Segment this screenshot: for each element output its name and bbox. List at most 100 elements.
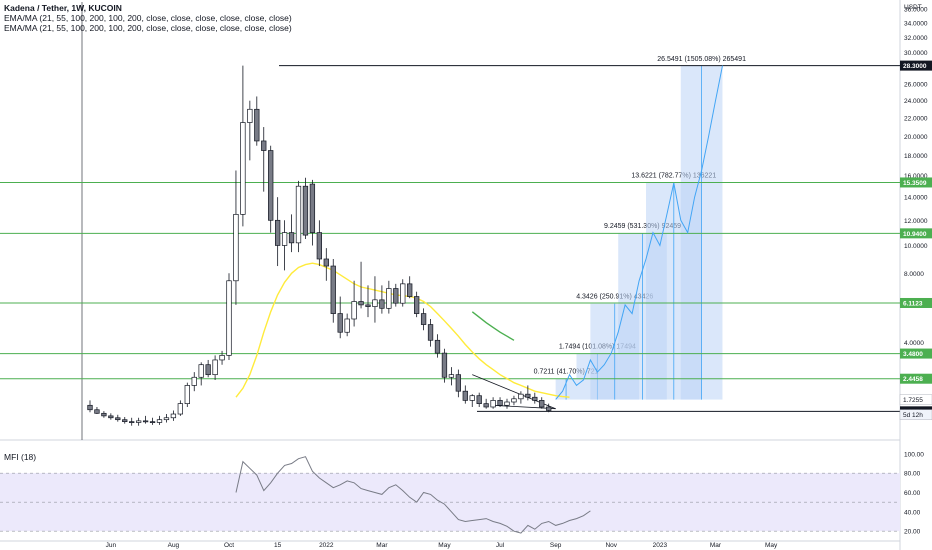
candle-body: [455, 374, 461, 392]
price-tick-label: 24.0000: [904, 98, 928, 105]
candle-body: [539, 400, 545, 408]
projection-label: 4.3426 (250.91%) 43426: [576, 294, 653, 301]
candle-body: [497, 400, 503, 406]
price-level-tag: [900, 373, 932, 384]
mfi-line: [235, 456, 591, 534]
candle-body: [115, 417, 121, 421]
time-axis-label: Aug: [168, 542, 180, 549]
price-tick-label: 26.0000: [904, 82, 928, 89]
candle-body: [462, 390, 468, 401]
candle-body: [288, 232, 295, 244]
price-level-value: 6.1123: [903, 300, 923, 307]
candle-body: [351, 301, 357, 320]
mfi-tick-label: 20.00: [904, 529, 921, 536]
candle-body: [386, 288, 392, 309]
candle-body: [156, 419, 163, 423]
price-level-tag: [900, 297, 932, 308]
candle-body: [393, 288, 399, 304]
indicator-ema-2[interactable]: EMA/MA (21, 55, 100, 200, 100, 200, clos…: [4, 23, 292, 33]
price-level-tag: [900, 60, 932, 71]
projection-label: 9.2459 (531.30%) 92459: [604, 223, 681, 230]
candle-body: [420, 313, 427, 325]
chart-title: Kadena / Tether, 1W, KUCOIN: [4, 3, 122, 13]
time-axis-label: 2022: [319, 542, 334, 549]
candle-body: [323, 258, 329, 267]
mfi-tick-label: 60.00: [904, 490, 921, 497]
mfi-label[interactable]: MFI (18): [4, 452, 37, 462]
candle-body: [136, 420, 142, 423]
projection-layer: 0.7211 (41.70%) 7211.7494 (101.08%) 1749…: [534, 56, 746, 400]
indicator-ema-1[interactable]: EMA/MA (21, 55, 100, 200, 100, 200, clos…: [4, 13, 292, 23]
candles-layer: [87, 65, 552, 426]
current-price-tag: [899, 394, 932, 405]
mfi-tick-label: 40.00: [904, 509, 921, 516]
mfi-layer: [0, 456, 900, 534]
candle-body: [490, 400, 496, 408]
price-tick-label: 20.0000: [904, 134, 928, 141]
candle-body: [337, 313, 343, 333]
candle-body: [434, 339, 441, 354]
projection-label: 26.5491 (1505.08%) 265491: [657, 56, 746, 63]
candle-body: [365, 304, 371, 307]
mfi-tick-label: 80.00: [904, 471, 921, 478]
current-price-tag: [899, 409, 932, 420]
candle-body: [184, 385, 190, 404]
candle-body: [281, 232, 288, 246]
hline-layer: [0, 65, 900, 412]
candle-body: [504, 401, 510, 406]
price-level-value: 3.4800: [903, 351, 923, 358]
candle-body: [302, 185, 309, 236]
current-price-value: 1.7255: [903, 397, 923, 404]
time-axis-label: Nov: [605, 542, 617, 549]
candle-body: [427, 324, 434, 341]
axis-layer: 36.000034.000032.000030.000028.000026.00…: [106, 6, 932, 549]
price-level-tag: [900, 228, 932, 239]
candle-body: [122, 419, 128, 423]
candle-body: [379, 299, 385, 309]
projected-price-path: [555, 65, 723, 400]
candle-body: [441, 352, 448, 378]
candle-body: [448, 374, 455, 378]
price-tick-label: 18.0000: [904, 153, 928, 160]
price-tick-label: 4.0000: [904, 340, 924, 347]
grid-layer: [0, 0, 901, 550]
candle-body: [149, 421, 156, 424]
price-tick-label: 12.0000: [904, 218, 928, 225]
time-axis-label: Oct: [224, 542, 234, 549]
current-price-value: 5d 12h: [903, 412, 923, 419]
candle-body: [170, 413, 177, 419]
price-tick-label: 36.0000: [904, 6, 928, 13]
candle-body: [330, 265, 336, 314]
time-axis-label: Mar: [710, 542, 722, 549]
candle-body: [546, 406, 552, 411]
price-level-value: 28.3000: [903, 63, 927, 70]
candle-body: [163, 417, 170, 421]
candle-body: [483, 403, 489, 408]
candle-body: [309, 183, 316, 233]
candle-body: [295, 185, 302, 244]
candle-body: [511, 398, 517, 403]
candle-body: [177, 403, 184, 415]
price-level-tag: [900, 348, 932, 359]
candle-body: [101, 412, 107, 417]
candle-body: [414, 296, 420, 314]
projection-label: 0.7211 (41.70%) 721: [534, 369, 599, 376]
price-tick-label: 30.0000: [904, 50, 928, 57]
ema-green-line: [471, 311, 515, 341]
candle-body: [233, 213, 239, 282]
candle-body: [469, 395, 475, 401]
projection-label: 13.6221 (782.77%) 136221: [631, 172, 716, 179]
time-axis-label: Mar: [376, 542, 388, 549]
time-axis-label: May: [438, 542, 451, 549]
mfi-tick-label: 100.00: [904, 451, 924, 458]
price-tick-label: 8.0000: [904, 271, 924, 278]
candle-body: [142, 420, 149, 423]
candle-body: [400, 283, 406, 304]
candle-body: [240, 122, 246, 215]
time-axis-label: Sep: [550, 542, 562, 549]
time-axis-label: 15: [274, 542, 282, 549]
price-level-tag: [900, 177, 932, 188]
chart-legend: Kadena / Tether, 1W, KUCOIN EMA/MA (21, …: [4, 3, 292, 33]
time-axis-label: 2023: [653, 542, 668, 549]
